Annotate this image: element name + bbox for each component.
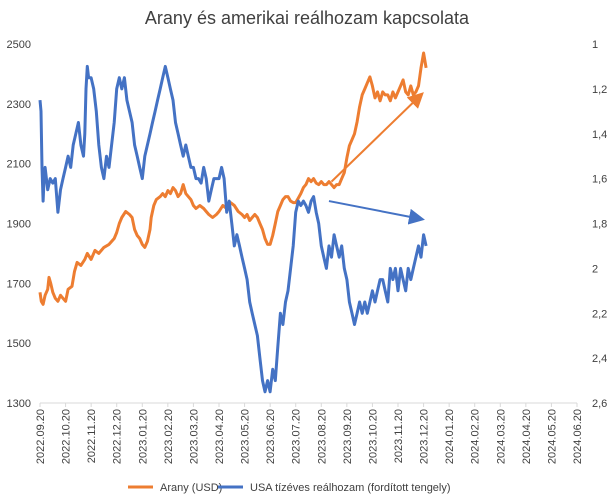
trend-arrows xyxy=(328,92,425,225)
legend-label: USA tízéves reálhozam (fordított tengely… xyxy=(250,482,451,494)
x-tick-label: 2023.04.20 xyxy=(214,409,226,464)
y-right-tick-label: 2,2 xyxy=(592,308,607,320)
y-left-tick-label: 1700 xyxy=(7,278,31,290)
left-axis: 1300 1500 1700 1900 2100 2300 2500 xyxy=(7,39,31,410)
right-axis: 1 1,2 1,4 1,6 1,8 2 2,2 2,4 2,6 xyxy=(592,39,607,410)
series-lines xyxy=(38,51,428,394)
x-tick-label: 2023.12.20 xyxy=(419,409,431,464)
series-line xyxy=(38,64,428,394)
y-right-tick-label: 1,2 xyxy=(592,84,607,96)
y-right-tick-label: 1,8 xyxy=(592,219,607,231)
trend-arrow xyxy=(328,200,425,225)
legend-label: Arany (USD) xyxy=(160,482,222,494)
x-tick-label: 2022.09.20 xyxy=(35,409,47,464)
x-tick-label: 2023.03.20 xyxy=(188,409,200,464)
x-tick-label: 2022.12.20 xyxy=(112,409,124,464)
x-tick-label: 2023.05.20 xyxy=(240,409,252,464)
x-tick-label: 2023.02.20 xyxy=(163,409,175,464)
y-left-tick-label: 2500 xyxy=(7,39,31,51)
x-axis: 2022.09.20 2022.10.20 2022.11.20 2022.12.20… xyxy=(35,402,584,464)
legend: Arany (USD) USA tízéves reálhozam (fordít… xyxy=(128,482,451,494)
x-tick-label: 2023.07.20 xyxy=(291,409,303,464)
y-left-tick-label: 1500 xyxy=(7,338,31,350)
y-right-tick-label: 2,4 xyxy=(592,353,607,365)
trend-arrow xyxy=(330,92,424,183)
y-left-tick-label: 1900 xyxy=(7,219,31,231)
x-tick-label: 2024.01.20 xyxy=(444,409,456,464)
x-tick-label: 2023.10.20 xyxy=(367,409,379,464)
y-right-tick-label: 2,6 xyxy=(592,398,607,410)
x-tick-label: 2023.01.20 xyxy=(137,409,149,464)
x-tick-label: 2024.05.20 xyxy=(546,409,558,464)
y-left-tick-label: 1300 xyxy=(7,398,31,410)
x-tick-label: 2024.04.20 xyxy=(521,409,533,464)
x-tick-label: 2024.02.20 xyxy=(470,409,482,464)
x-tick-label: 2023.06.20 xyxy=(265,409,277,464)
x-tick-label: 2022.11.20 xyxy=(86,409,98,463)
y-left-tick-label: 2100 xyxy=(7,159,31,171)
x-tick-label: 2023.08.20 xyxy=(316,409,328,464)
y-right-tick-label: 1,6 xyxy=(592,174,607,186)
y-left-tick-label: 2300 xyxy=(7,99,31,111)
x-tick-label: 2023.11.20 xyxy=(393,409,405,463)
series-line xyxy=(38,51,428,306)
y-right-tick-label: 1,4 xyxy=(592,129,607,141)
chart-title: Arany és amerikai reálhozam kapcsolata xyxy=(145,8,470,28)
x-tick-label: 2024.03.20 xyxy=(495,409,507,464)
x-tick-label: 2022.10.20 xyxy=(61,409,73,464)
y-right-tick-label: 2 xyxy=(592,263,598,275)
x-tick-label: 2024.06.20 xyxy=(572,409,584,464)
y-right-tick-label: 1 xyxy=(592,39,598,51)
x-tick-label: 2023.09.20 xyxy=(342,409,354,464)
